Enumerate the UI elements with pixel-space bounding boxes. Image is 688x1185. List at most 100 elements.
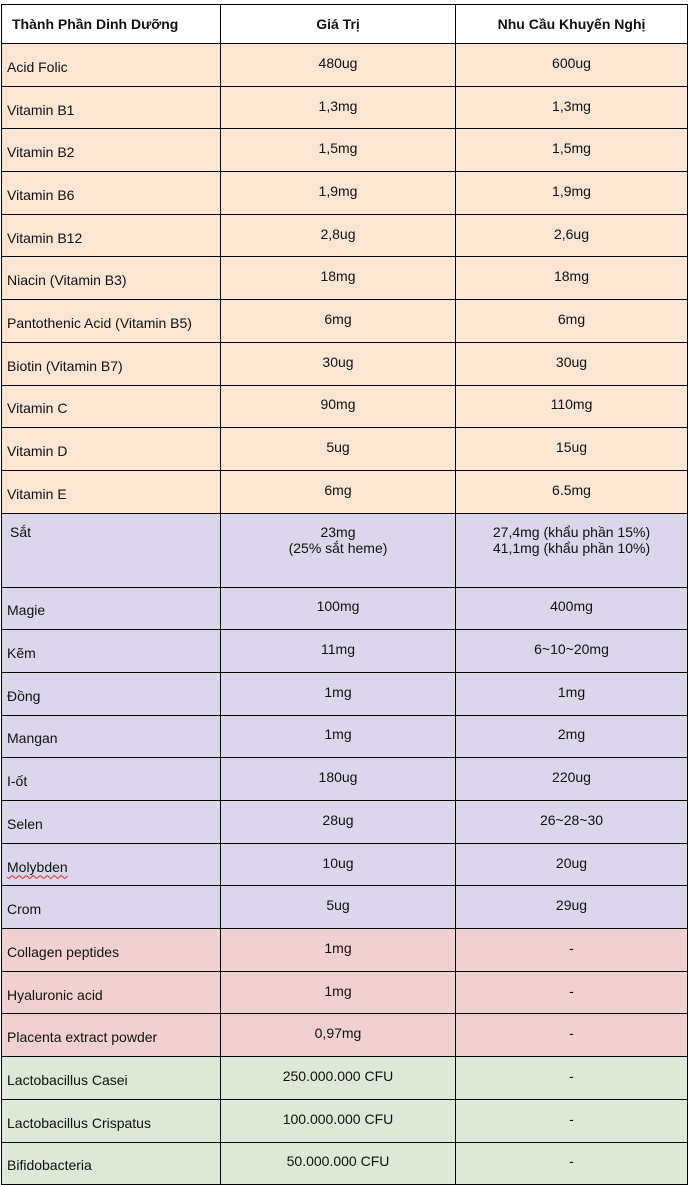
table-row: Acid Folic 480ug 600ug xyxy=(1,43,688,87)
nutrient-value: 1,3mg xyxy=(220,85,456,130)
nutrient-recommended: 2mg xyxy=(455,714,688,759)
table-row: Vitamin D 5ug 15ug xyxy=(1,427,688,471)
nutrient-recommended: 18mg xyxy=(455,256,688,301)
nutrient-name: Hyaluronic acid xyxy=(1,970,221,1015)
nutrient-recommended: - xyxy=(455,1098,688,1143)
value-line: 23mg xyxy=(320,523,356,540)
nutrient-name: Crom xyxy=(1,885,221,930)
nutrient-value: 2,8ug xyxy=(220,213,456,258)
nutrient-value: 0,97mg xyxy=(220,1013,456,1058)
nutrient-value: 23mg (25% sắt heme) xyxy=(220,512,456,588)
table-row: Vitamin B12 2,8ug 2,6ug xyxy=(1,213,688,258)
table-row: Niacin (Vitamin B3) 18mg 18mg xyxy=(1,256,688,301)
table-row: Crom 5ug 29ug xyxy=(1,885,688,930)
nutrient-recommended: 110mg xyxy=(455,384,688,429)
nutrient-recommended: 1,9mg xyxy=(455,171,688,215)
nutrient-value: 250.000.000 CFU xyxy=(220,1056,456,1100)
table-row: Vitamin B6 1,9mg 1,9mg xyxy=(1,171,688,215)
nutrient-name: Sắt xyxy=(1,512,221,588)
nutrient-recommended: - xyxy=(455,928,688,972)
nutrient-name: Vitamin B6 xyxy=(1,171,221,215)
nutrient-value: 1mg xyxy=(220,928,456,972)
table-row: Mangan 1mg 2mg xyxy=(1,714,688,759)
table-row: Vitamin B1 1,3mg 1,3mg xyxy=(1,85,688,130)
nutrient-recommended: 6mg xyxy=(455,299,688,343)
value-line: (25% sắt heme) xyxy=(288,539,388,556)
nutrient-recommended: - xyxy=(455,1013,688,1058)
table-row: Vitamin B2 1,5mg 1,5mg xyxy=(1,128,688,173)
nutrient-value: 11mg xyxy=(220,629,456,673)
table-row: I-ốt 180ug 220ug xyxy=(1,757,688,801)
nutrient-name: Vitamin D xyxy=(1,427,221,471)
nutrient-value: 480ug xyxy=(220,43,456,87)
recommended-line: 27,4mg (khẩu phần 15%) xyxy=(492,523,651,540)
nutrient-name: Selen xyxy=(1,800,221,844)
nutrient-recommended: 220ug xyxy=(455,757,688,801)
nutrient-recommended: 6~10~20mg xyxy=(455,629,688,673)
nutrient-name: Acid Folic xyxy=(1,43,221,87)
nutrient-value: 180ug xyxy=(220,757,456,801)
table-row: Đồng 1mg 1mg xyxy=(1,671,688,716)
nutrient-recommended: 15ug xyxy=(455,427,688,471)
table-row: Magie 100mg 400mg xyxy=(1,586,688,631)
nutrient-name: Đồng xyxy=(1,671,221,716)
header-value: Giá Trị xyxy=(220,4,456,44)
nutrient-recommended: 1,5mg xyxy=(455,128,688,173)
nutrient-recommended: 600ug xyxy=(455,43,688,87)
nutrient-recommended: 26~28~30 xyxy=(455,800,688,844)
nutrient-value: 6mg xyxy=(220,469,456,514)
nutrient-value: 100.000.000 CFU xyxy=(220,1098,456,1143)
table-row: Hyaluronic acid 1mg - xyxy=(1,970,688,1015)
nutrient-value: 5ug xyxy=(220,885,456,930)
nutrient-recommended: 1,3mg xyxy=(455,85,688,130)
nutrient-value: 90mg xyxy=(220,384,456,429)
nutrient-recommended: - xyxy=(455,1056,688,1100)
nutrient-recommended: 20ug xyxy=(455,842,688,887)
nutrient-name: Biotin (Vitamin B7) xyxy=(1,341,221,386)
nutrient-recommended: 30ug xyxy=(455,341,688,386)
header-recommended: Nhu Cầu Khuyến Nghị xyxy=(455,4,688,44)
nutrient-name: Lactobacillus Casei xyxy=(1,1056,221,1100)
nutrient-value: 100mg xyxy=(220,586,456,631)
table-row: Lactobacillus Crispatus 100.000.000 CFU - xyxy=(1,1098,688,1143)
nutrient-name: Placenta extract powder xyxy=(1,1013,221,1058)
nutrient-value: 50.000.000 CFU xyxy=(220,1141,456,1185)
nutrient-name: Magie xyxy=(1,586,221,631)
nutrient-name: I-ốt xyxy=(1,757,221,801)
nutrient-name: Vitamin B12 xyxy=(1,213,221,258)
nutrient-name: Niacin (Vitamin B3) xyxy=(1,256,221,301)
nutrient-recommended: 29ug xyxy=(455,885,688,930)
table-row: Lactobacillus Casei 250.000.000 CFU - xyxy=(1,1056,688,1100)
nutrient-value: 1mg xyxy=(220,671,456,716)
nutrition-table: Thành Phần Dinh Dưỡng Giá Trị Nhu Cầu Kh… xyxy=(1,4,688,1185)
nutrient-value: 28ug xyxy=(220,800,456,844)
nutrient-value: 1,9mg xyxy=(220,171,456,215)
nutrient-name: Bifidobacteria xyxy=(1,1141,221,1185)
table-row: Kẽm 11mg 6~10~20mg xyxy=(1,629,688,673)
spellcheck-underlined-text: Molybden xyxy=(7,858,68,875)
nutrient-value: 18mg xyxy=(220,256,456,301)
nutrient-name: Vitamin E xyxy=(1,469,221,514)
nutrient-name: Collagen peptides xyxy=(1,928,221,972)
nutrient-value: 1mg xyxy=(220,970,456,1015)
nutrient-recommended: 2,6ug xyxy=(455,213,688,258)
table-row: Vitamin E 6mg 6.5mg xyxy=(1,469,688,514)
table-row: Biotin (Vitamin B7) 30ug 30ug xyxy=(1,341,688,386)
nutrient-recommended: 1mg xyxy=(455,671,688,716)
nutrient-value: 1,5mg xyxy=(220,128,456,173)
nutrient-recommended: 6.5mg xyxy=(455,469,688,514)
table-row: Molybden 10ug 20ug xyxy=(1,842,688,887)
table-row: Vitamin C 90mg 110mg xyxy=(1,384,688,429)
nutrition-table-container: Thành Phần Dinh Dưỡng Giá Trị Nhu Cầu Kh… xyxy=(1,4,688,1185)
nutrient-recommended: - xyxy=(455,1141,688,1185)
table-row: Collagen peptides 1mg - xyxy=(1,928,688,972)
header-row: Thành Phần Dinh Dưỡng Giá Trị Nhu Cầu Kh… xyxy=(1,4,688,44)
nutrient-name: Kẽm xyxy=(1,629,221,673)
nutrient-value: 30ug xyxy=(220,341,456,386)
nutrient-value: 1mg xyxy=(220,714,456,759)
table-row-iron: Sắt 23mg (25% sắt heme) 27,4mg (khẩu phầ… xyxy=(1,512,688,588)
nutrient-name: Vitamin B2 xyxy=(1,128,221,173)
table-row: Selen 28ug 26~28~30 xyxy=(1,800,688,844)
nutrient-value: 5ug xyxy=(220,427,456,471)
nutrient-recommended: - xyxy=(455,970,688,1015)
